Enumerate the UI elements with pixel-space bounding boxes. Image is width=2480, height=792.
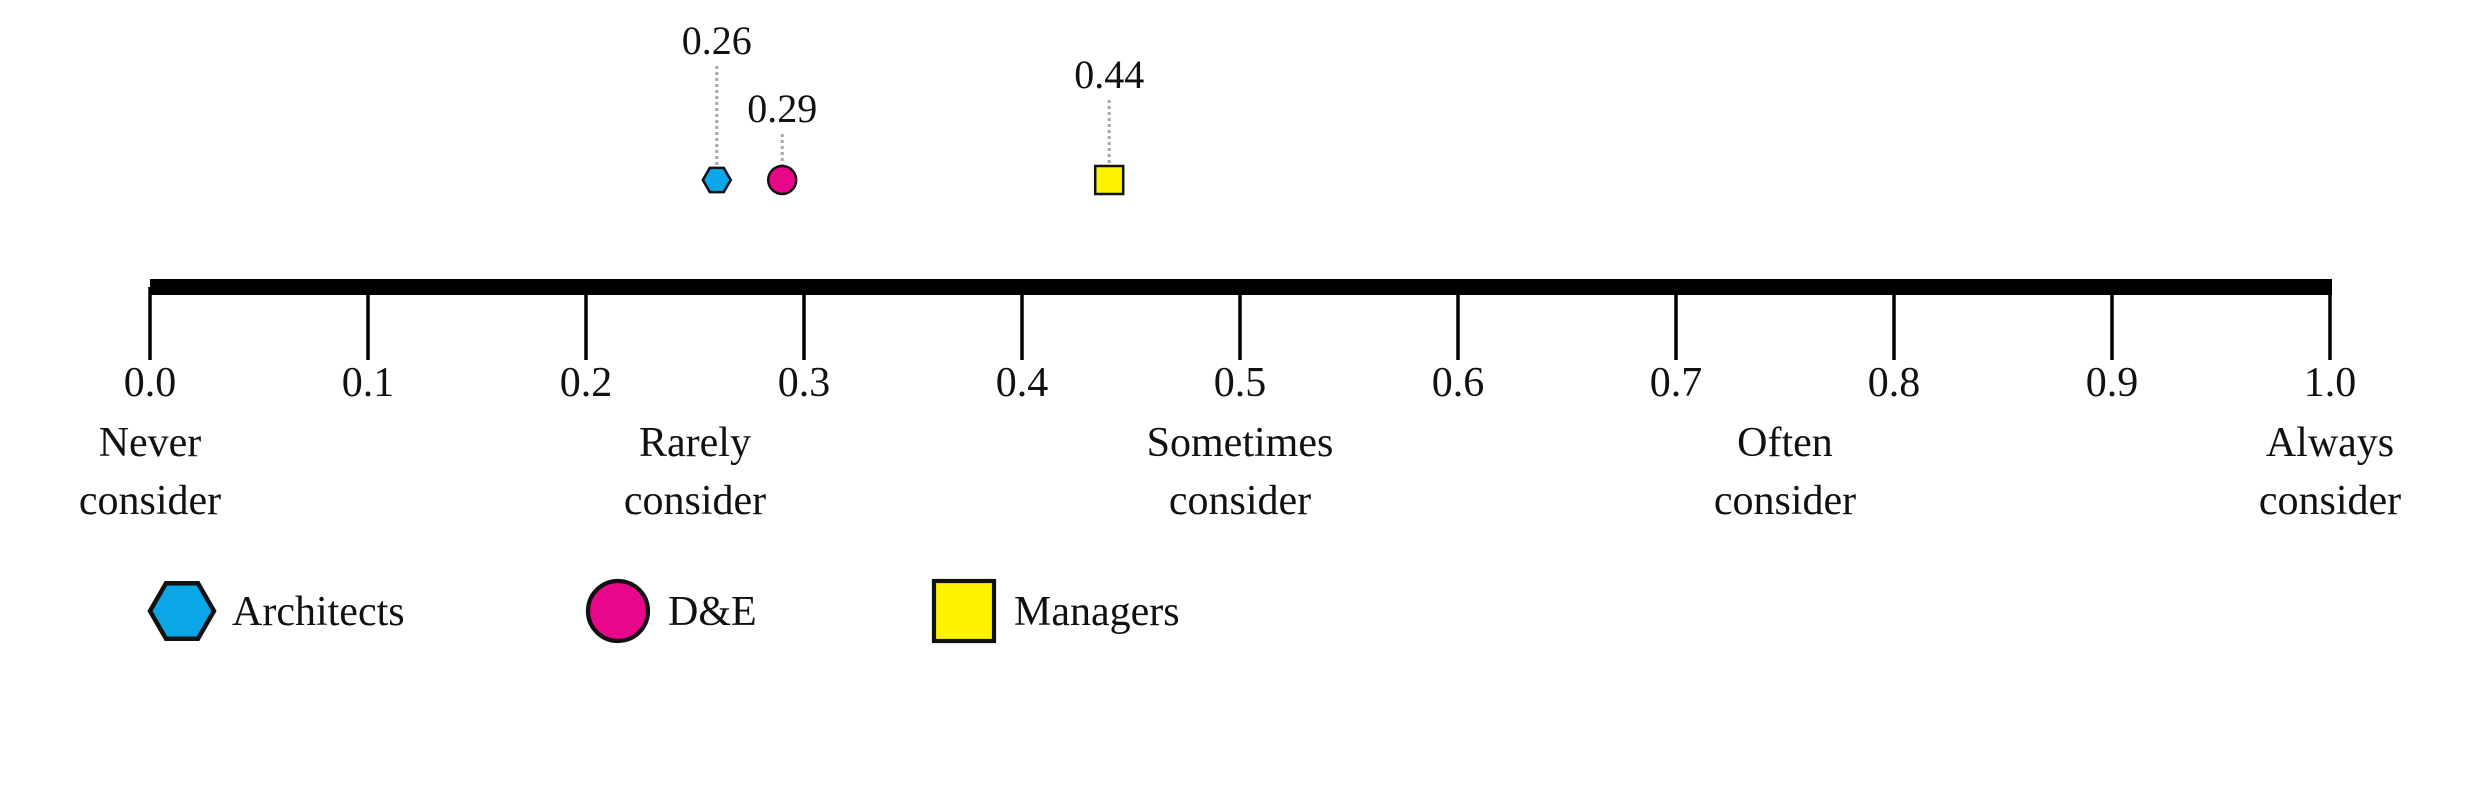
scale-axis [148, 279, 2332, 360]
tick-label: 0.3 [778, 360, 831, 406]
scale-descriptor: Rarely [639, 420, 751, 466]
data-point-d-e [766, 164, 798, 196]
scale-descriptor: consider [79, 478, 221, 524]
data-label: 0.29 [747, 86, 817, 131]
tick-label: 0.7 [1650, 360, 1703, 406]
scale-descriptor: Never [99, 420, 202, 466]
scale-descriptors: Never consider Rarely consider Sometimes cons… [79, 420, 2401, 524]
tick-label: 0.0 [124, 360, 177, 406]
scale-descriptor: Always [2266, 420, 2394, 466]
legend-square-icon [931, 578, 997, 644]
tick-label: 0.2 [560, 360, 613, 406]
scale-descriptor: consider [624, 478, 766, 524]
scale-descriptor: consider [1714, 478, 1856, 524]
tick-label: 0.1 [342, 360, 395, 406]
legend-label: D&E [668, 589, 757, 635]
legend: Architects D&E Managers [147, 578, 1180, 644]
scale-descriptor: Often [1737, 420, 1833, 466]
legend-label: Managers [1014, 589, 1180, 635]
tick-labels: 0.0 0.1 0.2 0.3 0.4 0.5 0.6 0.7 0.8 0.9 1.0 [124, 360, 2357, 406]
tick-label: 0.9 [2086, 360, 2139, 406]
scale-descriptor: consider [2259, 478, 2401, 524]
data-markers: 0.26 0.29 0.44 [682, 18, 1144, 196]
data-point-managers [1093, 164, 1125, 196]
data-point-architects [701, 166, 733, 194]
legend-label: Architects [232, 589, 405, 635]
legend-circle-icon [585, 578, 651, 644]
tick-label: 0.8 [1868, 360, 1921, 406]
tick-label: 1.0 [2304, 360, 2357, 406]
scale-descriptor: consider [1169, 478, 1311, 524]
data-label: 0.44 [1074, 52, 1144, 97]
tick-label: 0.5 [1214, 360, 1267, 406]
tick-label: 0.4 [996, 360, 1049, 406]
tick-label: 0.6 [1432, 360, 1485, 406]
scale-descriptor: Sometimes [1147, 420, 1334, 466]
data-label: 0.26 [682, 18, 752, 63]
legend-hexagon-icon [147, 581, 217, 641]
